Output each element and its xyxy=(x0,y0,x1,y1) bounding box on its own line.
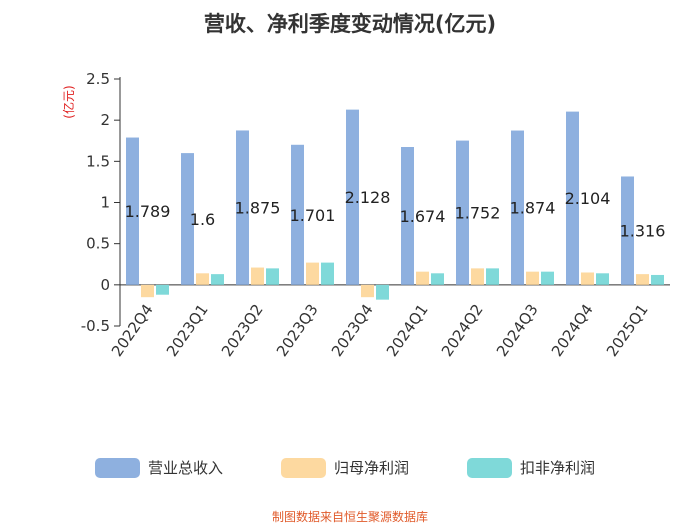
data-label: 1.874 xyxy=(510,199,556,218)
y-tick-label: 2.5 xyxy=(86,70,110,88)
bar-series-0-2025Q1 xyxy=(621,176,634,285)
y-tick-label: -0.5 xyxy=(81,317,110,335)
source-note: 制图数据来自恒生聚源数据库 xyxy=(272,509,428,524)
bar-series-0-2023Q4 xyxy=(346,109,359,285)
bar-series-0-2023Q1 xyxy=(181,153,194,285)
bar-series-2-2023Q3 xyxy=(321,262,334,285)
x-tick-label: 2022Q4 xyxy=(108,301,157,360)
y-tick-label: 0 xyxy=(100,276,110,294)
x-tick-label: 2023Q2 xyxy=(218,301,267,360)
y-tick-label: 2 xyxy=(100,111,110,129)
data-label: 1.6 xyxy=(190,210,215,229)
legend-swatch xyxy=(467,458,512,478)
legend-label: 归母净利润 xyxy=(334,459,409,477)
bar-series-1-2023Q4 xyxy=(361,284,374,298)
x-tick-label: 2025Q1 xyxy=(603,301,652,360)
bar-series-2-2024Q4 xyxy=(596,273,609,285)
bar-series-2-2023Q2 xyxy=(266,268,279,285)
bar-series-1-2025Q1 xyxy=(636,274,649,285)
legend-swatch xyxy=(281,458,326,478)
legend-label: 扣非净利润 xyxy=(520,459,595,477)
y-tick-label: 0.5 xyxy=(86,235,110,253)
bar-series-0-2024Q1 xyxy=(401,147,414,285)
bar-series-0-2024Q4 xyxy=(566,111,579,285)
bar-series-1-2023Q1 xyxy=(196,273,209,285)
bar-series-1-2023Q2 xyxy=(251,267,264,285)
bars-layer xyxy=(126,109,664,300)
x-tick-label: 2024Q4 xyxy=(548,301,597,360)
data-label: 1.701 xyxy=(290,206,336,225)
data-label: 2.104 xyxy=(565,189,611,208)
chart-title: 营收、净利季度变动情况(亿元) xyxy=(204,12,496,36)
bar-series-1-2024Q2 xyxy=(471,268,484,285)
bar-series-2-2024Q3 xyxy=(541,271,554,285)
data-label: 1.674 xyxy=(400,207,446,226)
legend-swatch xyxy=(95,458,140,478)
y-tick-label: 1 xyxy=(100,194,110,212)
bar-series-2-2024Q2 xyxy=(486,268,499,285)
bar-series-2-2023Q1 xyxy=(211,274,224,285)
data-label: 1.316 xyxy=(620,222,666,241)
y-axis-unit: (亿元) xyxy=(61,85,76,118)
data-label: 1.875 xyxy=(235,199,281,218)
x-tick-label: 2023Q3 xyxy=(273,301,322,360)
bar-series-0-2023Q2 xyxy=(236,130,249,285)
legend-item-0[interactable]: 营业总收入 xyxy=(95,458,223,478)
bar-series-2-2023Q4 xyxy=(376,284,389,300)
data-label: 1.789 xyxy=(125,202,171,221)
legend: 营业总收入 归母净利润 扣非净利润 xyxy=(95,458,595,478)
x-tick-label: 2024Q3 xyxy=(493,301,542,360)
x-tick-label: 2023Q4 xyxy=(328,301,377,360)
bar-series-1-2023Q3 xyxy=(306,262,319,285)
legend-item-1[interactable]: 归母净利润 xyxy=(281,458,409,478)
bar-series-0-2023Q3 xyxy=(291,144,304,285)
data-label: 1.752 xyxy=(455,204,501,223)
y-tick-label: 1.5 xyxy=(86,152,110,170)
data-labels-layer: 1.789 1.6 1.875 1.701 2.128 1.674 1.752 1.874 2.… xyxy=(125,188,666,240)
bar-series-2-2024Q1 xyxy=(431,273,444,285)
x-tick-label: 2024Q1 xyxy=(383,301,432,360)
bar-series-1-2024Q1 xyxy=(416,271,429,285)
x-tick-label: 2024Q2 xyxy=(438,301,487,360)
x-tick-label: 2023Q1 xyxy=(163,301,212,360)
legend-item-2[interactable]: 扣非净利润 xyxy=(467,458,595,478)
bar-series-1-2024Q4 xyxy=(581,272,594,285)
bar-series-0-2024Q3 xyxy=(511,130,524,285)
bar-series-1-2024Q3 xyxy=(526,271,539,285)
bar-series-0-2024Q2 xyxy=(456,140,469,285)
legend-label: 营业总收入 xyxy=(148,459,223,477)
data-label: 2.128 xyxy=(345,188,391,207)
bar-series-2-2025Q1 xyxy=(651,274,664,285)
bar-series-1-2022Q4 xyxy=(141,284,154,298)
bar-series-0-2022Q4 xyxy=(126,137,139,285)
bar-series-2-2022Q4 xyxy=(156,284,169,295)
